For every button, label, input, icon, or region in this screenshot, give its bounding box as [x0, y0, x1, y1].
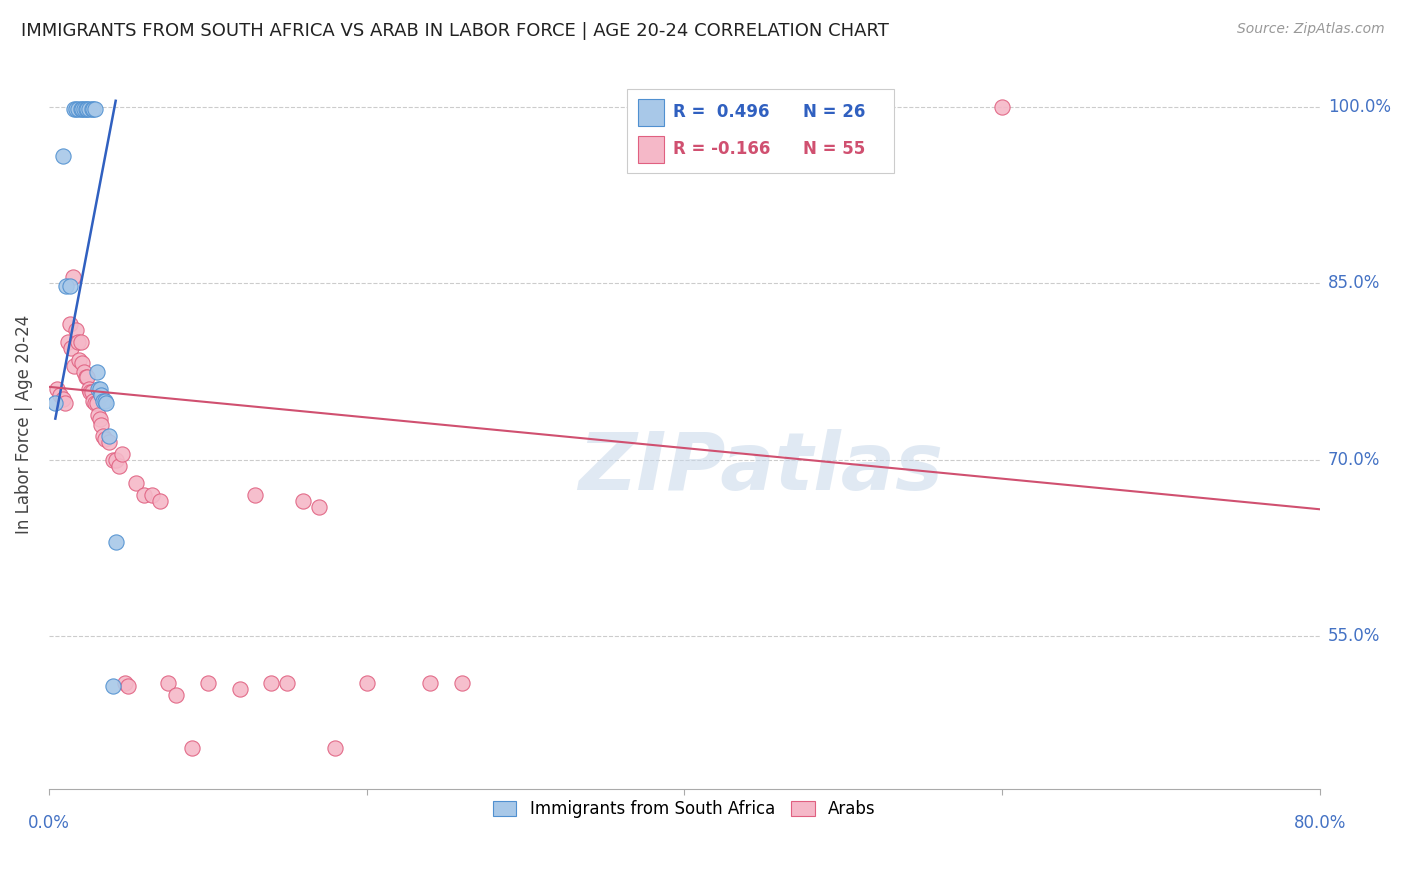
Y-axis label: In Labor Force | Age 20-24: In Labor Force | Age 20-24 — [15, 315, 32, 534]
Point — [65, 323, 87, 337]
Point — [77, 102, 100, 116]
Point — [59, 318, 82, 332]
Point — [73, 102, 96, 116]
Point — [75, 370, 97, 384]
Point — [101, 452, 124, 467]
Point — [82, 394, 104, 409]
Text: 70.0%: 70.0% — [1329, 450, 1381, 469]
Point — [69, 102, 91, 116]
Point — [991, 100, 1014, 114]
Point — [114, 676, 136, 690]
Point — [89, 382, 111, 396]
Point — [141, 488, 163, 502]
Point — [276, 676, 298, 690]
Point — [72, 102, 94, 116]
Point — [451, 676, 474, 690]
Point — [72, 356, 94, 370]
Point — [73, 365, 96, 379]
Point — [104, 452, 127, 467]
Text: Source: ZipAtlas.com: Source: ZipAtlas.com — [1237, 22, 1385, 37]
Point — [104, 535, 127, 549]
Point — [228, 682, 250, 697]
Point — [59, 278, 82, 293]
Point — [49, 388, 72, 402]
Legend: Immigrants from South Africa, Arabs: Immigrants from South Africa, Arabs — [486, 794, 883, 825]
Point — [65, 102, 87, 116]
Point — [67, 352, 90, 367]
Point — [98, 429, 121, 443]
Point — [56, 335, 79, 350]
Point — [63, 359, 86, 373]
Point — [323, 741, 346, 756]
Point — [157, 676, 180, 690]
Point — [84, 102, 107, 116]
Point — [77, 382, 100, 396]
Point — [80, 384, 103, 399]
Point — [82, 102, 104, 116]
Text: 100.0%: 100.0% — [1329, 98, 1391, 116]
Point — [87, 408, 110, 422]
Text: 0.0%: 0.0% — [28, 814, 70, 832]
Point — [108, 458, 131, 473]
Point — [80, 102, 103, 116]
Point — [101, 679, 124, 693]
Point — [149, 494, 172, 508]
Point — [91, 394, 114, 409]
Point — [62, 270, 84, 285]
Point — [292, 494, 315, 508]
Point — [45, 382, 67, 396]
Point — [63, 102, 86, 116]
Point — [96, 396, 118, 410]
Point — [197, 676, 219, 690]
Text: 80.0%: 80.0% — [1294, 814, 1346, 832]
Text: 85.0%: 85.0% — [1329, 274, 1381, 293]
Point — [87, 382, 110, 396]
Point — [79, 384, 101, 399]
Point — [93, 394, 115, 409]
Point — [60, 341, 83, 355]
Point — [181, 741, 204, 756]
Point — [44, 396, 66, 410]
Point — [90, 417, 112, 432]
Point — [308, 500, 330, 514]
Text: ZIPatlas: ZIPatlas — [578, 429, 943, 508]
Point — [69, 335, 91, 350]
Point — [93, 432, 115, 446]
Point — [89, 411, 111, 425]
Point — [356, 676, 378, 690]
Point — [52, 392, 75, 406]
Point — [66, 335, 89, 350]
Point — [419, 676, 441, 690]
Point — [76, 370, 98, 384]
Point — [86, 396, 108, 410]
Point — [86, 365, 108, 379]
Point — [125, 476, 148, 491]
Point — [245, 488, 267, 502]
Point — [91, 429, 114, 443]
Text: IMMIGRANTS FROM SOUTH AFRICA VS ARAB IN LABOR FORCE | AGE 20-24 CORRELATION CHAR: IMMIGRANTS FROM SOUTH AFRICA VS ARAB IN … — [21, 22, 889, 40]
Point — [55, 278, 77, 293]
Point — [98, 435, 121, 450]
Point — [260, 676, 283, 690]
Text: 55.0%: 55.0% — [1329, 627, 1381, 646]
Point — [75, 102, 97, 116]
Point — [134, 488, 156, 502]
Point — [52, 149, 75, 163]
Point — [76, 102, 98, 116]
Point — [90, 388, 112, 402]
Point — [165, 688, 187, 702]
Point — [66, 102, 89, 116]
Point — [117, 679, 139, 693]
Point — [111, 447, 134, 461]
Point — [84, 396, 107, 410]
Point — [53, 396, 76, 410]
